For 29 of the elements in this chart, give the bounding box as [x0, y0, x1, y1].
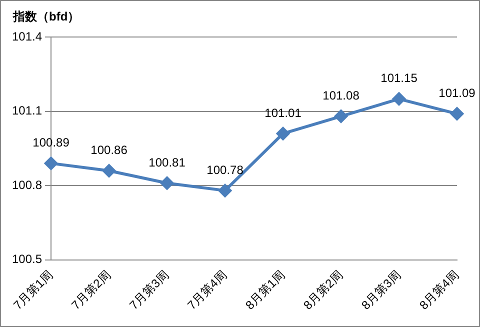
- point: [276, 127, 290, 140]
- x-tick-label: 7月第4周: [184, 268, 230, 312]
- y-tick-label: 100.8: [12, 178, 42, 192]
- data-label: 100.86: [90, 143, 128, 158]
- y-axis-title: 指数（bfd）: [12, 9, 80, 24]
- y-tick-label: 101.1: [12, 104, 42, 118]
- x-tick-label: 7月第1周: [10, 268, 56, 312]
- point: [102, 164, 116, 178]
- point: [392, 92, 406, 106]
- data-label: 101.09: [438, 86, 476, 100]
- data-label: 101.15: [380, 71, 418, 86]
- x-tick-label: 7月第2周: [68, 268, 114, 312]
- x-tick-label: 8月第1周: [242, 268, 288, 312]
- y-tick-label: 100.5: [12, 252, 42, 266]
- data-label: 100.81: [148, 155, 186, 170]
- data-label: 100.78: [206, 162, 244, 177]
- point: [334, 110, 348, 123]
- data-label: 101.08: [322, 88, 360, 103]
- point: [160, 176, 174, 190]
- point: [44, 156, 58, 170]
- x-tick-label: 7月第3周: [126, 268, 172, 312]
- point: [450, 107, 464, 120]
- x-tick-label: 8月第2周: [300, 268, 346, 312]
- data-label: 100.89: [32, 136, 70, 150]
- point: [218, 184, 232, 198]
- data-label: 101.01: [264, 106, 302, 120]
- x-tick-label: 8月第3周: [358, 268, 404, 312]
- y-tick-label: 101.4: [12, 29, 42, 44]
- x-tick-label: 8月第4周: [416, 268, 462, 312]
